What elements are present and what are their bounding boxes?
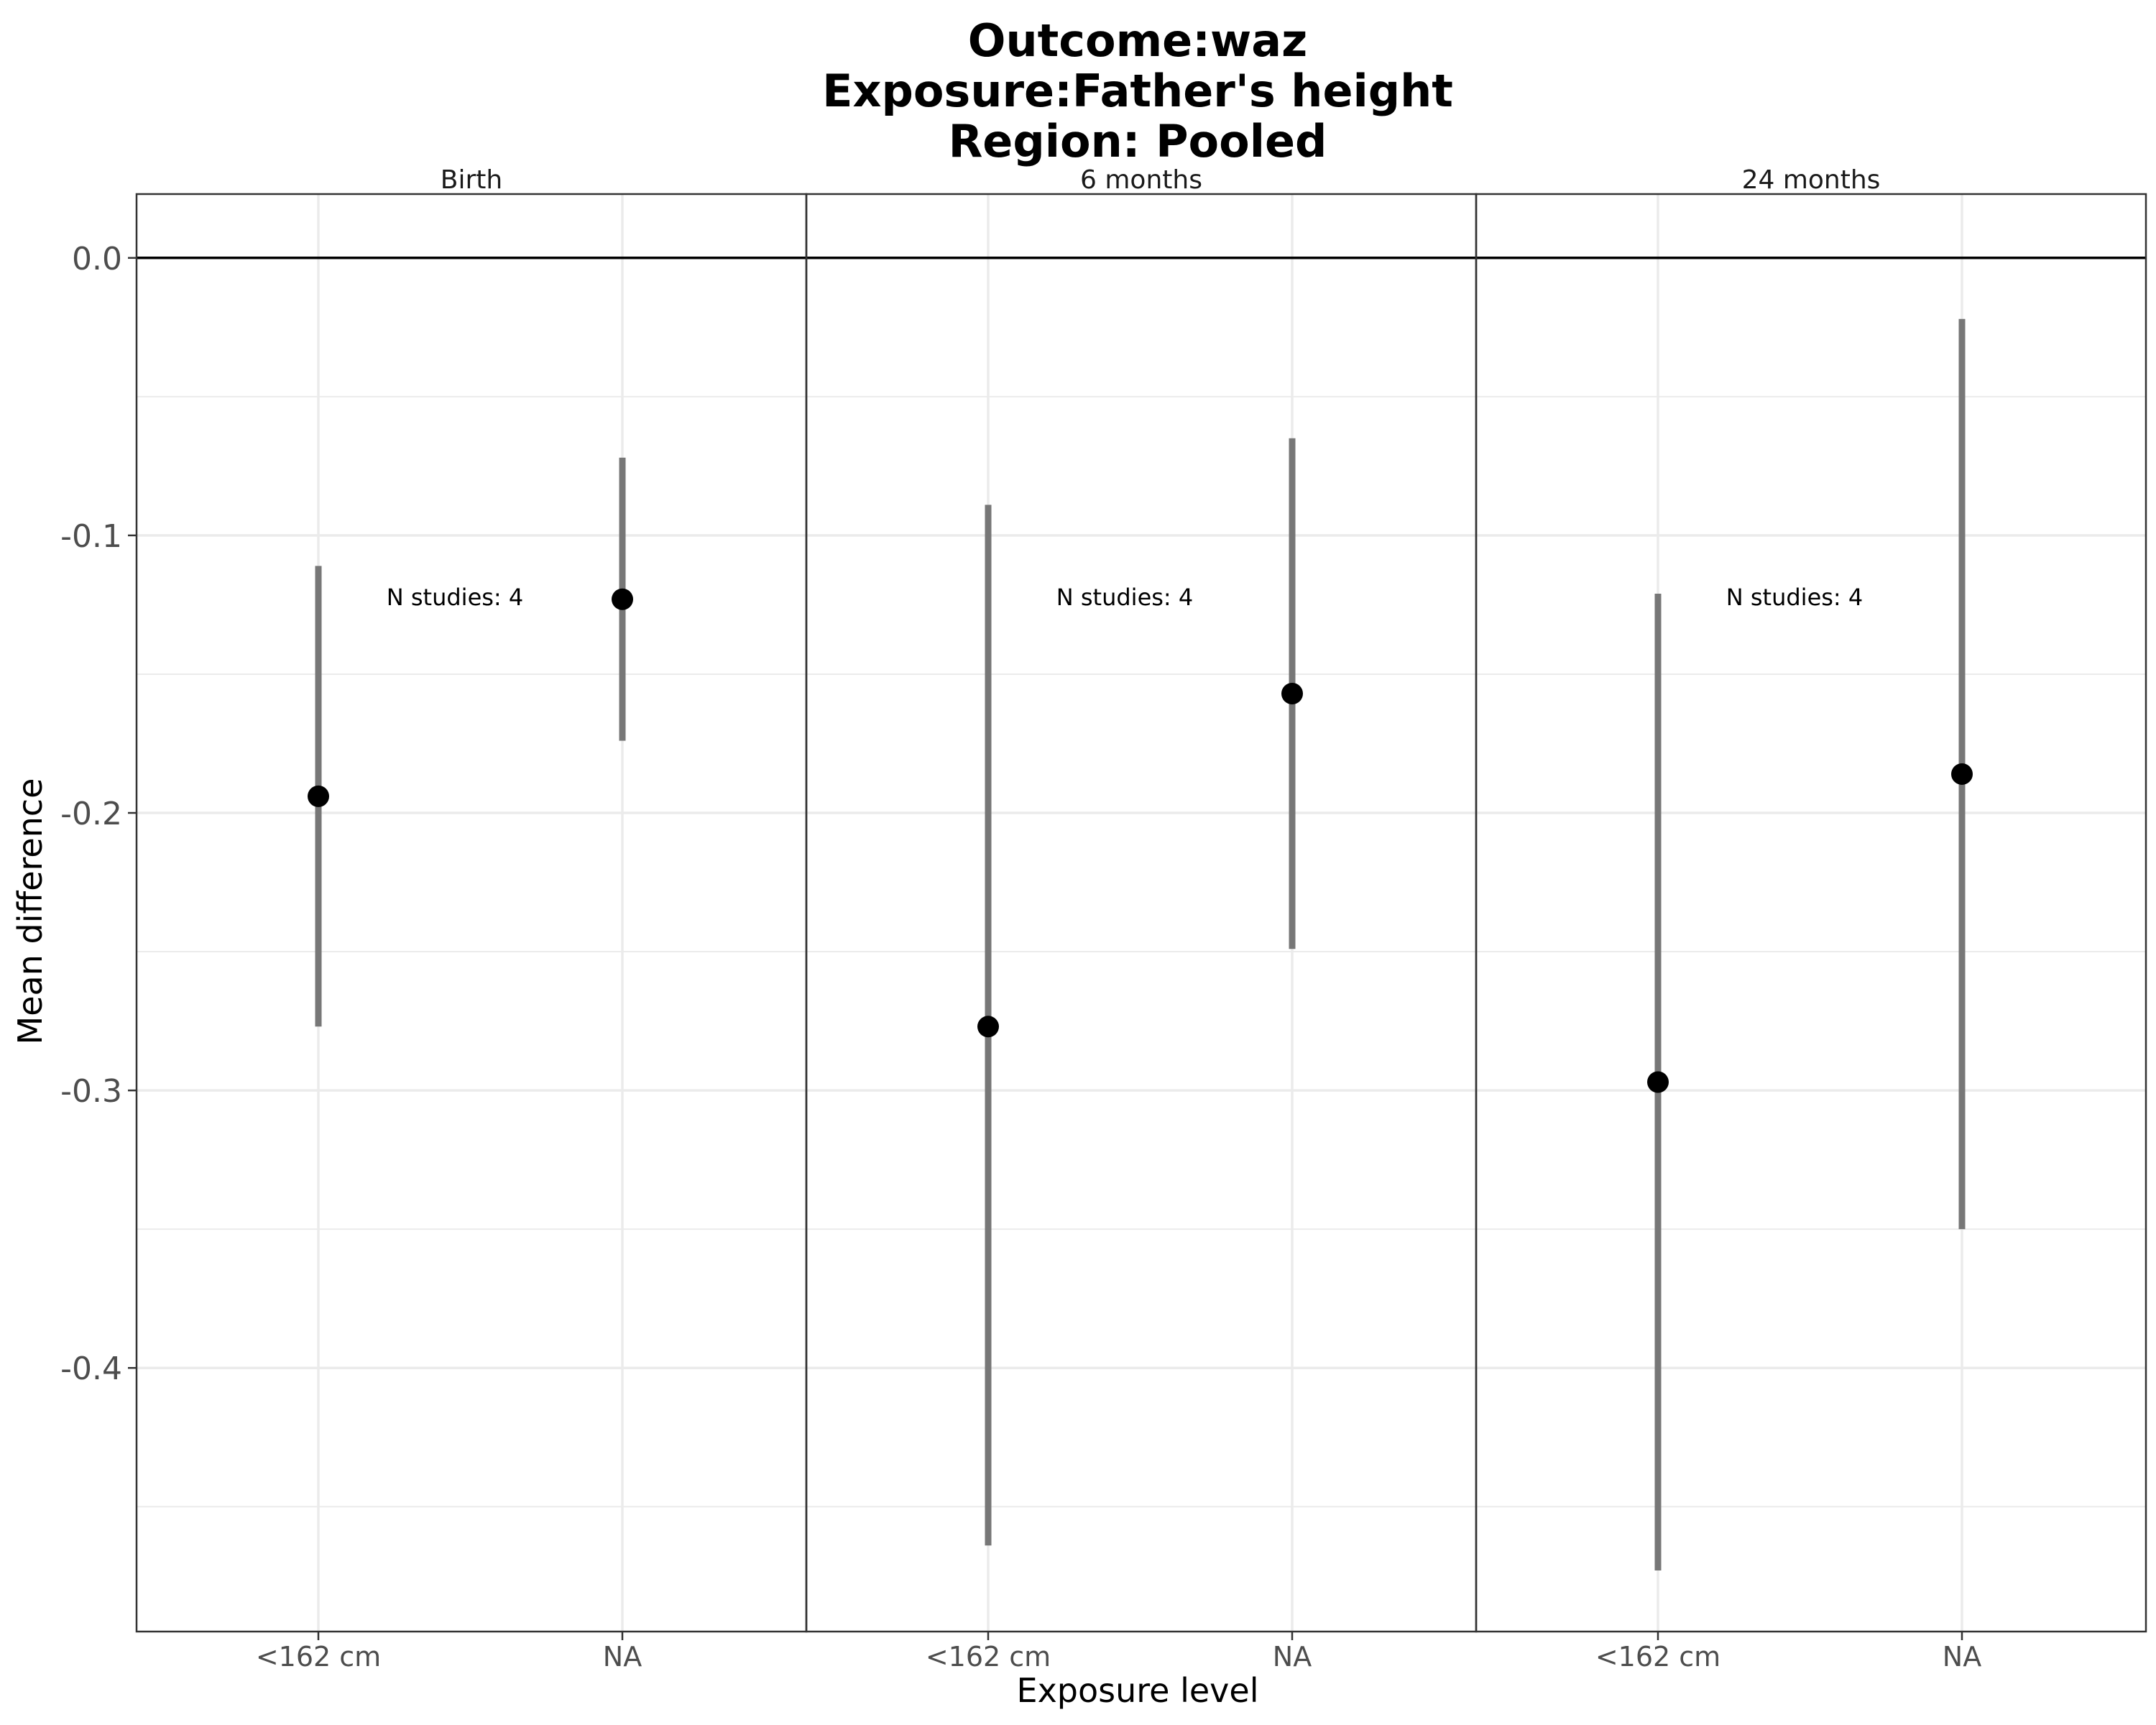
- text-layer: Birth N studies: 4 <162 cm NA 6 months N stud…: [60, 165, 1981, 1673]
- title-line-exposure: Exposure:Father's height: [822, 65, 1453, 117]
- panel-border: [1475, 193, 2147, 1633]
- x-tick-label: NA: [603, 1641, 642, 1673]
- n-studies-annotation: N studies: 4: [1726, 584, 1863, 611]
- point-estimate: [1281, 682, 1303, 704]
- x-tick-label: <162 cm: [926, 1641, 1051, 1673]
- marks-layer: [137, 257, 2146, 1571]
- frame-layer: [128, 193, 2147, 1640]
- y-tick-label: -0.2: [60, 796, 122, 832]
- panel-strip-label: 24 months: [1742, 165, 1881, 195]
- y-tick-label: -0.1: [60, 518, 122, 555]
- chart-title: Outcome:waz Exposure:Father's height Reg…: [822, 14, 1453, 167]
- point-estimate: [1951, 763, 1973, 785]
- title-line-region: Region: Pooled: [949, 115, 1327, 167]
- point-estimate: [308, 785, 329, 807]
- point-estimate: [1647, 1071, 1669, 1093]
- panel-strip-label: Birth: [441, 165, 502, 195]
- point-estimate: [977, 1016, 999, 1038]
- title-line-outcome: Outcome:waz: [968, 14, 1307, 67]
- y-axis-title: Mean difference: [11, 778, 50, 1045]
- n-studies-annotation: N studies: 4: [387, 584, 523, 611]
- x-tick-label: <162 cm: [1595, 1641, 1720, 1673]
- y-tick-label: 0.0: [72, 241, 122, 277]
- n-studies-annotation: N studies: 4: [1056, 584, 1193, 611]
- x-tick-label: <162 cm: [256, 1641, 381, 1673]
- point-estimate: [612, 588, 633, 610]
- x-axis-title: Exposure level: [1017, 1671, 1259, 1710]
- y-tick-label: -0.3: [60, 1073, 122, 1110]
- panel-strip-label: 6 months: [1080, 165, 1202, 195]
- y-tick-label: -0.4: [60, 1351, 122, 1387]
- x-tick-label: NA: [1943, 1641, 1981, 1673]
- x-tick-label: NA: [1273, 1641, 1312, 1673]
